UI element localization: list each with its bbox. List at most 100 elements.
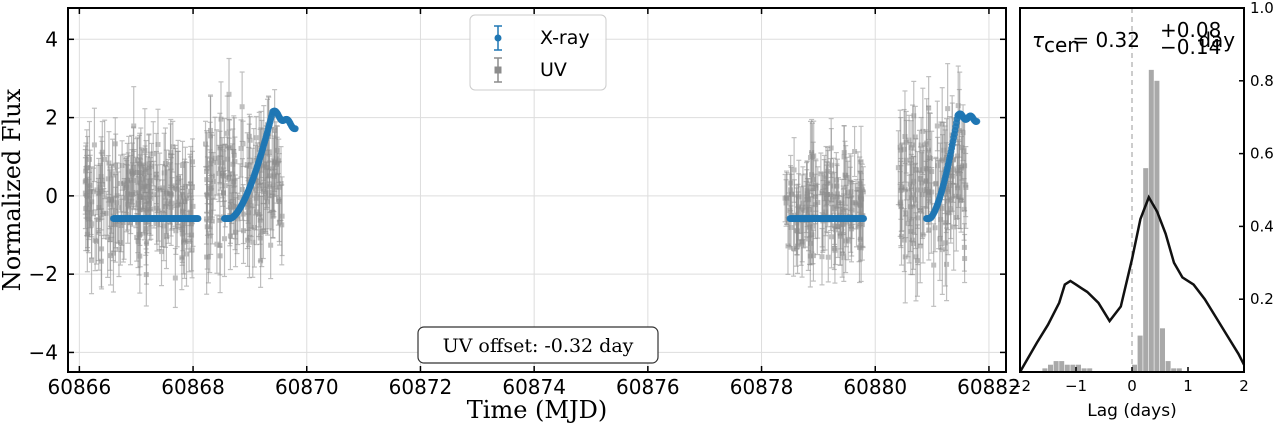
tau-symbol: τ [1032, 28, 1045, 52]
x-tick-label: 60868 [161, 375, 225, 399]
tau-cen-label: τ cen = 0.32 +0.08 −0.14 day [1032, 18, 1235, 59]
uv-point [250, 206, 256, 278]
uv-point [220, 170, 226, 216]
uv-point [205, 230, 211, 284]
histogram-bar [1064, 364, 1070, 372]
uv-point [227, 201, 233, 271]
xray-point [860, 215, 868, 222]
tau-subscript: cen [1044, 33, 1080, 57]
lag-x-tick-label: −2 [1009, 377, 1031, 395]
uv-point [230, 128, 236, 201]
uv-point [934, 100, 940, 152]
lag-y-tick-label: 0.2 [1250, 290, 1274, 308]
uv-point [959, 129, 965, 203]
main-x-axis: 60866 60868 60870 60872 60874 60876 60878 60880… [48, 8, 1021, 399]
uv-point [806, 189, 812, 265]
uv-point [222, 200, 228, 278]
lag-x-tick-label: 0 [1127, 377, 1137, 395]
uv-point [164, 169, 170, 239]
histogram-bar [1148, 69, 1154, 372]
tau-upper-error: +0.08 [1160, 18, 1221, 42]
uv-point [953, 166, 959, 227]
uv-point [113, 133, 119, 197]
histogram-bar [1087, 368, 1093, 372]
x-tick-label: 60874 [502, 375, 566, 399]
uv-point [895, 130, 901, 206]
uv-series [82, 57, 969, 309]
uv-point [172, 247, 178, 309]
uv-point [239, 71, 245, 143]
main-y-axis: −4 −2 0 2 4 [29, 27, 1006, 364]
y-tick-label: −2 [29, 262, 58, 286]
uv-point [843, 145, 849, 206]
uv-point [852, 125, 858, 178]
uv-point [208, 151, 214, 223]
uv-point [106, 131, 112, 196]
uv-point [148, 160, 154, 236]
tau-lower-error: −0.14 [1160, 35, 1221, 59]
uv-point [105, 196, 111, 279]
lag-x-tick-label: 2 [1239, 377, 1249, 395]
annotation-box [417, 326, 659, 364]
legend-marker-uv [494, 57, 502, 83]
uv-point [96, 193, 102, 271]
uv-point [902, 90, 908, 183]
uv-point [799, 221, 805, 263]
uv-point [944, 227, 950, 302]
histogram-bar [1070, 364, 1076, 372]
lightcurve-panel: 60866 60868 60870 60872 60874 60876 60878 60880… [0, 7, 1021, 424]
uv-point [188, 195, 194, 253]
uv-point [276, 152, 282, 222]
xray-series [110, 107, 981, 222]
uv-point [214, 129, 220, 196]
uv-point [214, 214, 220, 274]
uv-point [93, 218, 99, 265]
uv-point [802, 173, 808, 248]
uv-point [819, 227, 825, 286]
histogram-bar [1081, 368, 1087, 372]
uv-point [149, 142, 155, 191]
uv-point [100, 154, 106, 215]
uv-point [203, 120, 209, 168]
main-plot-frame [67, 7, 1007, 373]
tau-unit: day [1192, 28, 1235, 52]
uv-point [926, 199, 932, 261]
y-tick-label: 4 [45, 27, 58, 51]
x-tick-label: 60870 [275, 375, 339, 399]
uv-point [271, 135, 277, 218]
legend-marker-xray [494, 25, 502, 51]
uv-point [810, 229, 816, 282]
uv-point [272, 128, 278, 197]
uv-point [782, 173, 788, 223]
uv-point [911, 80, 917, 151]
uv-point [920, 87, 926, 176]
x-tick-label: 60880 [843, 375, 907, 399]
uv-point [832, 171, 838, 246]
x-tick-label: 60872 [389, 375, 453, 399]
uv-point [220, 144, 226, 207]
uv-point [84, 129, 90, 207]
uv-point [256, 111, 262, 185]
uv-point [903, 189, 909, 239]
uv-point [167, 163, 173, 225]
histogram-bar [1076, 364, 1081, 372]
histogram-bar [1171, 368, 1177, 372]
histogram-bar [1143, 168, 1149, 372]
uv-point [803, 180, 809, 234]
uv-point [788, 165, 794, 215]
uv-point [175, 139, 181, 226]
uv-point [961, 223, 967, 272]
legend-label-xray: X-ray [540, 27, 590, 49]
histogram-bar [1165, 361, 1171, 372]
uv-point [275, 172, 281, 226]
lag-x-axis-label: Lag (days) [1087, 401, 1176, 421]
uv-point [182, 158, 188, 242]
lag-y-axis: 0.2 0.4 0.6 0.8 1.0 [1239, 0, 1274, 308]
uv-point [167, 123, 173, 189]
lag-histogram [1042, 69, 1182, 373]
ccf-curve [1018, 194, 1246, 373]
lag-x-axis: −2 −1 0 1 2 [1009, 367, 1249, 395]
main-y-axis-label: Normalized Flux [0, 88, 26, 291]
tau-value: = 0.32 [1066, 28, 1140, 52]
uv-point [913, 212, 919, 302]
